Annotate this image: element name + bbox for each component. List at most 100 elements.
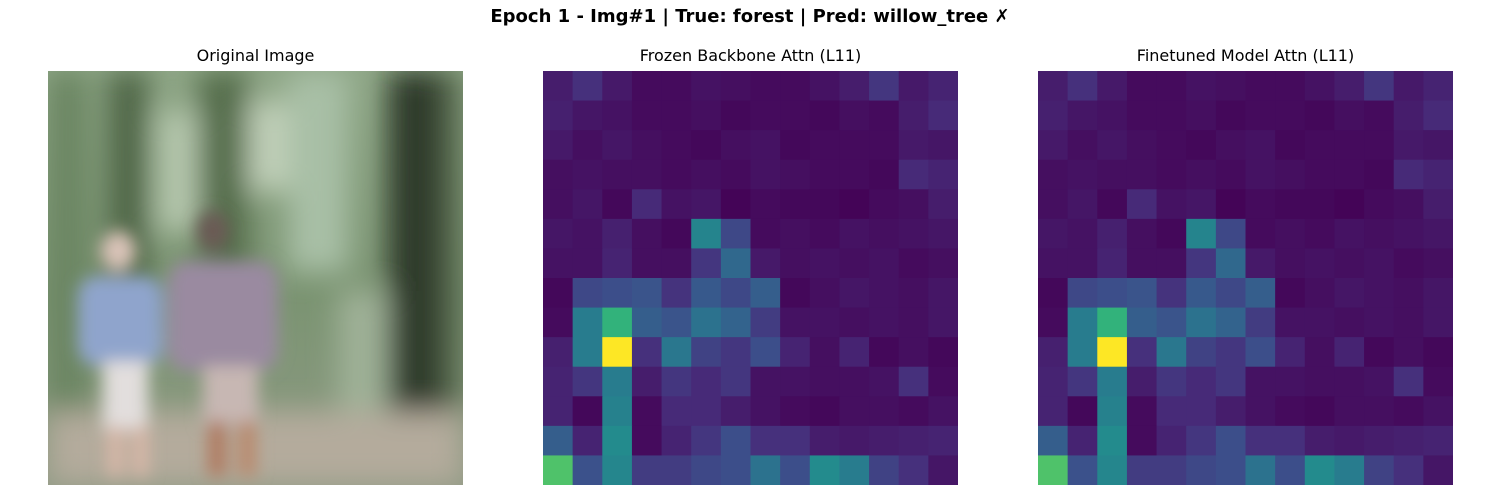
heatmap-cell [1126,455,1158,485]
heatmap-cell [1304,100,1336,131]
heatmap-cell [720,278,752,309]
heatmap-cell [1156,130,1187,161]
heatmap-cell [1275,396,1306,427]
heatmap-cell [572,366,603,397]
heatmap-cell [691,71,722,102]
heatmap-cell [661,100,692,131]
heatmap-cell [869,218,900,250]
heatmap-cell [661,159,692,190]
heatmap-cell [1186,71,1217,102]
heatmap-cell [1156,159,1187,190]
heatmap-cell [602,189,633,220]
heatmap-cell [750,71,781,102]
heatmap-cell [780,189,811,220]
heatmap-cell [1275,425,1306,457]
heatmap-cell [1067,130,1098,161]
heatmap-cell [661,337,692,368]
heatmap-cell [1364,425,1395,457]
heatmap-cell [1304,366,1336,397]
heatmap-cell [839,337,870,368]
heatmap-cell [869,189,900,220]
heatmap-cell [1038,278,1069,309]
heatmap-cell [898,455,929,485]
heatmap-cell [839,71,870,102]
heatmap-cell [898,248,929,279]
heatmap-cell [780,425,811,457]
heatmap-cell [661,218,692,250]
heatmap-cell [1275,455,1306,485]
heatmap-cell [691,396,722,427]
heatmap-cell [1423,189,1453,220]
heatmap-cell [691,278,722,309]
heatmap-cell [1038,248,1069,279]
panel-title-frozen: Frozen Backbone Attn (L11) [639,46,862,65]
heatmap-cell [572,455,603,485]
heatmap-cell [1215,396,1247,427]
heatmap-cell [631,189,663,220]
heatmap-cell [780,218,811,250]
heatmap-cell [1186,455,1217,485]
heatmap-cell [780,366,811,397]
heatmap-cell [572,189,603,220]
heatmap-cell [1393,218,1424,250]
heatmap-cell [543,248,574,279]
heatmap-cell [1334,307,1365,338]
heatmap-cell [869,130,900,161]
heatmap-cell [780,71,811,102]
heatmap-cell [1364,366,1395,397]
heatmap-cell [1334,366,1365,397]
heatmap-cell [1393,159,1424,190]
heatmap-cell [928,455,958,485]
heatmap-cell [661,425,692,457]
heatmap-cell [809,130,841,161]
heatmap-cell [1364,71,1395,102]
heatmap-cell [869,278,900,309]
heatmap-cell [928,425,958,457]
heatmap-cell [928,366,958,397]
heatmap-cell [572,278,603,309]
heatmap-cell [928,396,958,427]
heatmap-cell [750,278,781,309]
heatmap-cell [839,366,870,397]
heatmap-cell [1126,218,1158,250]
heatmap-cell [1126,425,1158,457]
heatmap-cell [869,425,900,457]
heatmap-cell [1423,366,1453,397]
heatmap-cell [1245,307,1276,338]
heatmap-cell [661,189,692,220]
heatmap-cell [572,248,603,279]
heatmap-cell [809,396,841,427]
heatmap-cell [1067,71,1098,102]
heatmap-cell [720,100,752,131]
heatmap-cell [691,159,722,190]
heatmap-cell [602,425,633,457]
heatmap-cell [1186,100,1217,131]
heatmap-cell [602,159,633,190]
heatmap-cell [839,278,870,309]
heatmap-cell [1393,337,1424,368]
heatmap-cell [1067,278,1098,309]
heatmap-cell [1038,159,1069,190]
heatmap-cell [1304,248,1336,279]
heatmap-cell [1126,159,1158,190]
heatmap-cell [1186,366,1217,397]
heatmap-cell [1334,159,1365,190]
heatmap-cell [1304,278,1336,309]
heatmap-cell [1097,425,1128,457]
heatmap-cell [1038,71,1069,102]
heatmap-cell [1245,159,1276,190]
heatmap-cell [572,218,603,250]
heatmap-cell [1364,455,1395,485]
heatmap-cell [1393,455,1424,485]
heatmap-cell [1275,159,1306,190]
heatmap-cell [1423,455,1453,485]
heatmap-cell [720,71,752,102]
heatmap-cell [1186,307,1217,338]
heatmap-cell [839,248,870,279]
heatmap-cell [809,100,841,131]
heatmap-cell [1393,130,1424,161]
heatmap-cell [720,455,752,485]
heatmap-cell [1097,278,1128,309]
heatmap-cell [1067,248,1098,279]
heatmap-cell [1156,425,1187,457]
